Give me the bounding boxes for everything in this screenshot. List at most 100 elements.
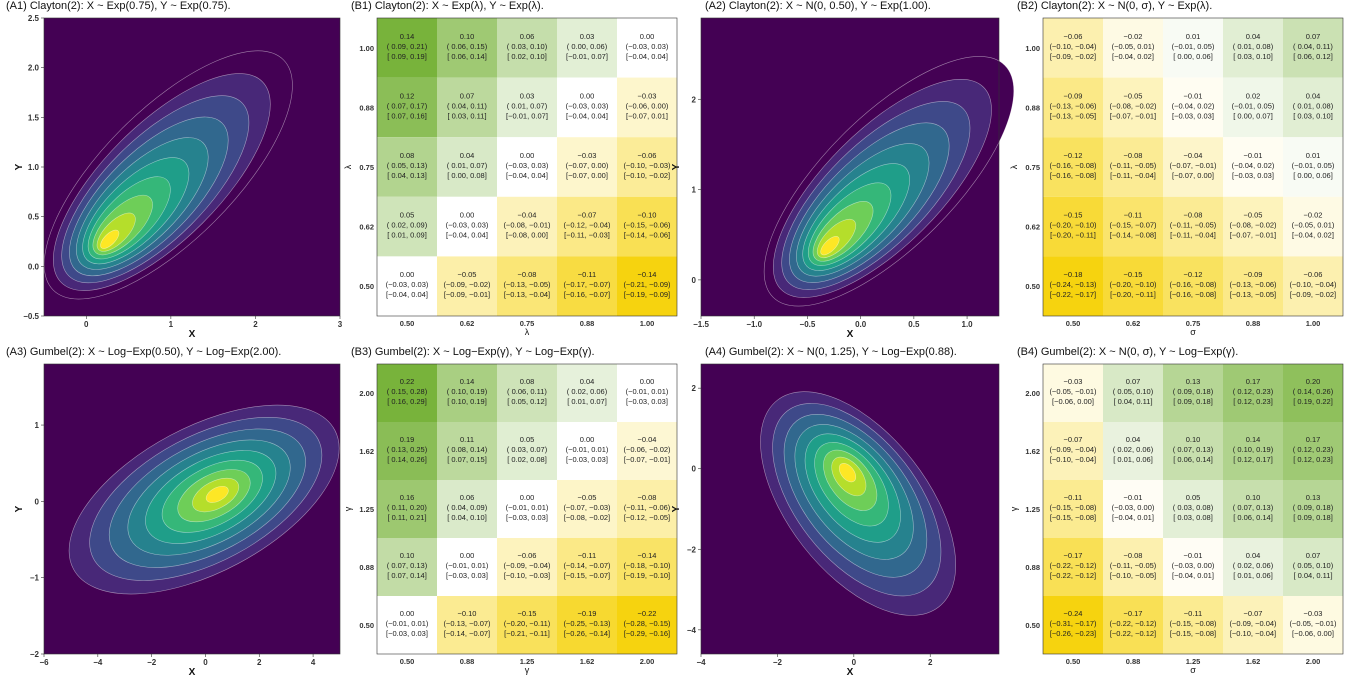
heatmap-cell: [1163, 256, 1223, 316]
cell-interval: (−0.11, −0.05): [1170, 221, 1217, 230]
cell-interval: (−0.07, −0.03): [563, 503, 611, 512]
cell-interval: [ 0.02, 0.08]: [507, 455, 547, 464]
cell-estimate: −0.12: [1064, 151, 1083, 160]
heatmap-cell: [617, 480, 677, 538]
x-axis-label: X: [847, 329, 854, 340]
cell-interval: [−0.11, −0.04]: [1170, 231, 1216, 240]
cell-estimate: −0.01: [1184, 91, 1203, 100]
x-axis-label: σ: [1190, 665, 1196, 675]
x-axis-label: λ: [525, 327, 530, 337]
plot-border: [376, 17, 678, 317]
cell-estimate: −0.01: [1124, 493, 1143, 502]
heatmap-cell: [1163, 196, 1223, 257]
cell-estimate: 0.17: [1246, 377, 1261, 386]
heatmap-cell: [557, 596, 617, 654]
cell-interval: (−0.15, −0.06): [623, 221, 671, 230]
cell-interval: [−0.08, 0.00]: [506, 231, 548, 240]
cell-estimate: 0.04: [1246, 32, 1261, 41]
plot-border: [700, 17, 1000, 317]
cell-estimate: 0.00: [640, 32, 655, 41]
heatmap-cell: [497, 137, 557, 197]
heatmap-cell: [437, 196, 497, 257]
cell-interval: ( 0.07, 0.13): [1173, 445, 1214, 454]
cell-estimate: 0.03: [580, 32, 595, 41]
cell-estimate: −0.07: [578, 211, 597, 220]
cell-estimate: −0.15: [1064, 211, 1083, 220]
cell-interval: [ 0.04, 0.13]: [387, 171, 427, 180]
cell-interval: ( 0.04, 0.11): [1293, 42, 1333, 51]
heatmap-cell: [437, 538, 497, 596]
cell-estimate: 0.00: [640, 377, 655, 386]
heatmap-cell: [377, 422, 437, 480]
x-tick-label: 1.00: [640, 319, 655, 328]
x-tick-label: 0.50: [400, 657, 415, 666]
cell-estimate: 0.16: [400, 493, 415, 502]
heatmap-cell: [1283, 196, 1343, 257]
heatmap-cell: [497, 196, 557, 257]
cell-interval: (−0.10, −0.04): [1049, 42, 1097, 51]
cell-estimate: 0.13: [1306, 493, 1321, 502]
cell-interval: (−0.13, −0.06): [1229, 280, 1277, 289]
cell-interval: [ 0.04, 0.11]: [1293, 571, 1332, 580]
cell-interval: (−0.15, −0.08): [1169, 619, 1217, 628]
cell-interval: (−0.15, −0.07): [1109, 221, 1157, 230]
cell-interval: [−0.16, −0.08]: [1050, 171, 1096, 180]
cell-estimate: −0.07: [1244, 609, 1263, 618]
cell-estimate: −0.03: [638, 91, 657, 100]
heatmap-cell: [557, 256, 617, 316]
cell-interval: (−0.15, −0.08): [1049, 503, 1097, 512]
x-tick-label: 4: [311, 658, 316, 667]
cell-interval: [−0.14, −0.08]: [1110, 231, 1156, 240]
cell-interval: [ 0.05, 0.12]: [507, 397, 547, 406]
heatmap-cell: [1163, 18, 1223, 78]
y-axis-label: Y: [14, 505, 25, 512]
heatmap-cell: [497, 364, 557, 422]
x-tick-label: −6: [39, 658, 49, 667]
y-tick-label: 0.50: [359, 621, 374, 630]
x-tick-label: 0.0: [855, 320, 867, 329]
cell-interval: (−0.06, 0.00): [626, 101, 669, 110]
cell-interval: (−0.16, −0.08): [1169, 280, 1217, 289]
y-tick-label: −4: [687, 626, 697, 635]
heatmap-cell: [1043, 538, 1103, 596]
cell-estimate: −0.05: [1124, 91, 1143, 100]
heatmap-b2: −0.06(−0.10, −0.04)[−0.09, −0.02]−0.02(−…: [1009, 17, 1344, 337]
cell-interval: [ 0.03, 0.10]: [1293, 111, 1333, 120]
x-tick-label: 0.75: [1186, 319, 1201, 328]
cell-estimate: 0.07: [1306, 32, 1321, 41]
cell-interval: ( 0.01, 0.07): [507, 101, 548, 110]
heatmap-cell: [1283, 538, 1343, 596]
cell-estimate: −0.11: [578, 270, 596, 279]
y-tick-label: 0: [692, 276, 697, 285]
y-tick-label: 0.62: [1025, 223, 1040, 232]
heatmap-cell: [1283, 596, 1343, 654]
cell-interval: [ 0.02, 0.10]: [507, 52, 547, 61]
heatmap-cell: [1043, 422, 1103, 480]
heatmap-cell: [617, 137, 677, 197]
heatmap-cell: [437, 422, 497, 480]
cell-estimate: −0.08: [1124, 151, 1143, 160]
y-tick-label: 1.5: [28, 113, 40, 122]
chart-title: (A1) Clayton(2): X ~ Exp(0.75), Y ~ Exp(…: [6, 0, 231, 12]
cell-estimate: 0.01: [1306, 151, 1321, 160]
cell-estimate: 0.07: [460, 91, 475, 100]
cell-interval: ( 0.02, 0.06): [1113, 445, 1154, 454]
cell-interval: (−0.01, 0.01): [566, 445, 609, 454]
cell-interval: [ 0.09, 0.18]: [1293, 513, 1333, 522]
x-tick-label: 0.5: [908, 320, 920, 329]
cell-interval: ( 0.06, 0.11): [507, 387, 547, 396]
cell-interval: [−0.04, 0.04]: [446, 231, 488, 240]
cell-interval: [ 0.03, 0.10]: [1233, 52, 1273, 61]
cell-interval: (−0.31, −0.17): [1049, 619, 1097, 628]
x-tick-label: 2: [257, 658, 262, 667]
cell-interval: (−0.09, −0.02): [443, 280, 491, 289]
heatmap-cell: [1223, 480, 1283, 538]
cell-estimate: −0.14: [638, 551, 657, 560]
cell-interval: [−0.13, −0.04]: [504, 290, 550, 299]
cell-estimate: −0.06: [1064, 32, 1083, 41]
cell-interval: [−0.15, −0.08]: [1050, 513, 1096, 522]
cell-estimate: 0.14: [400, 32, 415, 41]
y-axis-label: Y: [14, 163, 25, 170]
cell-estimate: 0.08: [400, 151, 415, 160]
cell-estimate: 0.07: [1306, 551, 1321, 560]
